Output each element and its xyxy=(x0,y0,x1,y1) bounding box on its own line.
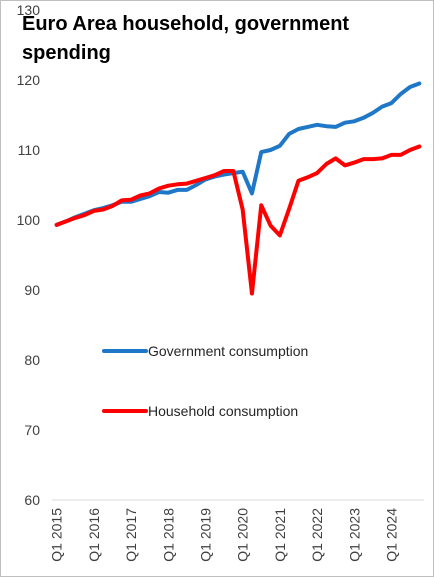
y-tick-label: 130 xyxy=(17,2,41,18)
x-tick-label: Q1 2015 xyxy=(49,508,65,562)
y-tick-label: 90 xyxy=(24,282,40,298)
x-tick-label: Q1 2020 xyxy=(235,508,251,562)
x-tick-label: Q1 2024 xyxy=(383,508,399,562)
x-tick-label: Q1 2018 xyxy=(160,508,176,562)
x-axis-ticks: Q1 2015 Q1 2016 Q1 2017 Q1 2018 Q1 2019 Q1 20… xyxy=(49,508,400,562)
legend-label: Government consumption xyxy=(148,343,308,359)
x-tick-label: Q1 2023 xyxy=(346,508,362,562)
x-tick-label: Q1 2021 xyxy=(272,508,288,562)
y-tick-label: 100 xyxy=(17,212,41,228)
x-tick-label: Q1 2019 xyxy=(197,508,213,562)
y-tick-label: 60 xyxy=(24,492,40,508)
household-consumption-line xyxy=(54,144,422,296)
y-axis-ticks: 60 70 80 90 100 110 120 130 xyxy=(17,2,41,508)
y-tick-label: 110 xyxy=(18,142,41,158)
y-tick-label: 70 xyxy=(24,422,40,438)
government-consumption-line xyxy=(54,81,422,227)
legend: Government consumption Household consumpt… xyxy=(102,343,308,419)
y-tick-label: 80 xyxy=(24,352,40,368)
x-tick-label: Q1 2022 xyxy=(309,508,325,562)
chart-title: Euro Area household, government spending xyxy=(22,13,350,64)
y-tick-label: 120 xyxy=(17,72,41,88)
x-tick-label: Q1 2017 xyxy=(123,508,139,562)
series-group xyxy=(54,81,422,296)
legend-label: Household consumption xyxy=(148,403,298,419)
x-tick-label: Q1 2016 xyxy=(86,508,102,562)
